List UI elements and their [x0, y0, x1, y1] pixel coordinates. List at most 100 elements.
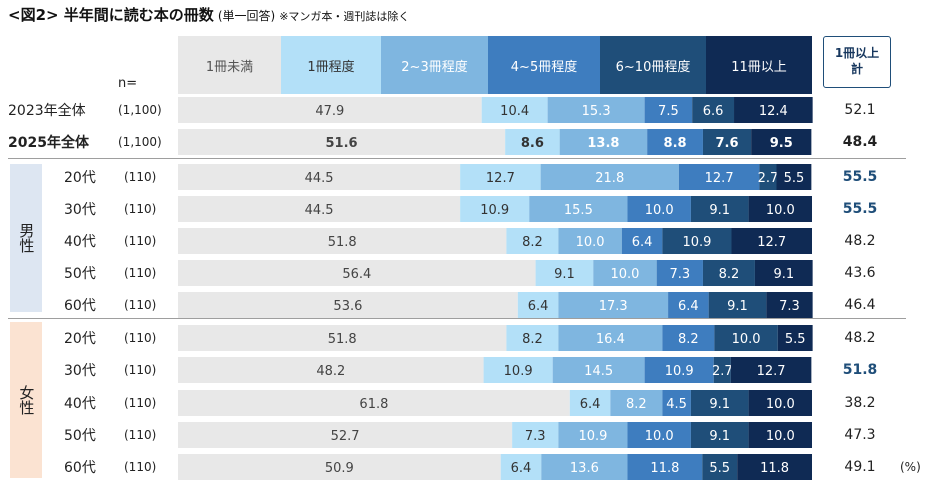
bar-value-label: 8.2 — [522, 332, 543, 347]
total-value: 38.2 — [844, 395, 876, 411]
bar-value-label: 10.9 — [578, 429, 607, 444]
separator-line — [8, 158, 906, 159]
bar-segment-six-ten — [692, 97, 735, 123]
bar-segment-six-ten — [759, 164, 777, 190]
bar-segment-four-five — [656, 260, 703, 286]
row-label: 2025年全体 — [8, 135, 89, 151]
bar-value-label: 10.0 — [766, 397, 795, 412]
bar-value-label: 21.8 — [595, 171, 624, 186]
total-header-line2: 計 — [850, 62, 863, 76]
bar-value-label: 9.1 — [554, 267, 575, 282]
bar-segment-two-three — [558, 292, 669, 318]
bar-value-label: 9.1 — [773, 267, 794, 282]
total-value: 43.6 — [844, 265, 876, 281]
bar-value-label: 7.6 — [716, 136, 739, 151]
bar-value-label: 9.1 — [709, 203, 730, 218]
bar-segment-undermin — [178, 422, 513, 448]
row-label: 50代 — [64, 266, 96, 282]
bar-value-label: 10.0 — [645, 429, 674, 444]
total-value: 55.5 — [842, 201, 878, 217]
bar-segment-two-three — [559, 129, 648, 155]
bar-value-label: 9.5 — [770, 136, 793, 151]
bar-segment-eleven-plus — [748, 196, 812, 222]
bar-segment-undermin — [178, 454, 501, 480]
bar-segment-four-five — [662, 325, 715, 351]
bar-segment-undermin — [178, 164, 461, 190]
unit-label: (%) — [900, 460, 921, 474]
chart-title-sub: (単一回答) — [217, 9, 276, 23]
bar-segment-eleven-plus — [734, 97, 813, 123]
total-value: 48.2 — [844, 233, 876, 249]
bar-segment-two-three — [552, 357, 645, 383]
bar-value-label: 11.8 — [760, 461, 789, 476]
bar-value-label: 10.0 — [610, 267, 639, 282]
bar-segment-one — [506, 228, 559, 254]
bar-segment-four-five — [627, 196, 691, 222]
row-label: 30代 — [64, 363, 96, 379]
bar-segment-eleven-plus — [754, 260, 813, 286]
bar-value-label: 8.2 — [719, 267, 740, 282]
bar-segment-six-ten — [702, 129, 752, 155]
bar-value-label: 47.9 — [315, 104, 344, 119]
bar-value-label: 8.2 — [678, 332, 699, 347]
bar-value-label: 7.5 — [658, 104, 679, 119]
separator-line — [8, 318, 906, 319]
bar-value-label: 12.7 — [705, 171, 734, 186]
bar-value-label: 10.4 — [500, 104, 529, 119]
bar-segment-four-five — [627, 454, 703, 480]
bar-segment-undermin — [178, 357, 484, 383]
bar-value-label: 10.0 — [766, 429, 795, 444]
bar-segment-eleven-plus — [737, 454, 812, 480]
bar-segment-four-five — [627, 422, 691, 448]
total-value: 46.4 — [844, 297, 876, 313]
chart-title-main: <図2> 半年間に読む本の冊数 — [8, 6, 214, 24]
bar-value-label: 48.2 — [316, 364, 345, 379]
bar-segment-one — [483, 357, 553, 383]
bar-segment-eleven-plus — [776, 164, 812, 190]
bar-segment-six-ten — [702, 454, 738, 480]
bar-segment-six-ten — [708, 292, 767, 318]
bar-segment-undermin — [178, 228, 507, 254]
legend-one: 1冊程度 — [281, 36, 381, 94]
row-n: (110) — [124, 331, 157, 345]
row-n: (110) — [124, 170, 157, 184]
row-label: 40代 — [64, 234, 96, 250]
bar-value-label: 10.9 — [504, 364, 533, 379]
bar-segment-one — [506, 325, 559, 351]
bar-value-label: 5.5 — [785, 332, 806, 347]
bar-value-label: 9.1 — [709, 397, 730, 412]
bar-segment-four-five — [662, 390, 691, 416]
bar-value-label: 12.4 — [759, 104, 788, 119]
bar-value-label: 17.3 — [599, 299, 628, 314]
bar-segment-two-three — [540, 164, 679, 190]
bar-segment-two-three — [541, 454, 628, 480]
bar-value-label: 8.2 — [522, 235, 543, 250]
bar-value-label: 56.4 — [342, 267, 371, 282]
total-value: 48.2 — [844, 330, 876, 346]
legend-undermin: 1冊未満 — [178, 36, 281, 94]
bar-value-label: 11.8 — [650, 461, 679, 476]
bar-value-label: 51.6 — [326, 136, 358, 151]
total-value: 52.1 — [844, 102, 876, 118]
bar-value-label: 5.5 — [784, 171, 805, 186]
bar-value-label: 44.5 — [305, 203, 334, 218]
bar-segment-eleven-plus — [748, 390, 812, 416]
bar-value-label: 15.3 — [582, 104, 611, 119]
bar-value-label: 6.4 — [511, 461, 532, 476]
bar-segment-undermin — [178, 129, 506, 155]
bar-value-label: 6.4 — [678, 299, 699, 314]
bar-segment-one — [517, 292, 559, 318]
row-label: 20代 — [64, 331, 96, 347]
bar-value-label: 15.5 — [564, 203, 593, 218]
bar-segment-four-five — [621, 228, 663, 254]
bar-value-label: 7.3 — [669, 267, 690, 282]
total-header: 1冊以上 計 — [823, 36, 891, 88]
bar-value-label: 10.9 — [665, 364, 694, 379]
bar-value-label: 4.5 — [666, 397, 687, 412]
row-n: (110) — [124, 460, 157, 474]
bar-segment-six-ten — [690, 422, 749, 448]
bar-value-label: 10.0 — [576, 235, 605, 250]
bar-value-label: 8.8 — [664, 136, 687, 151]
bar-value-label: 52.7 — [331, 429, 360, 444]
row-n: (1,100) — [118, 135, 162, 149]
